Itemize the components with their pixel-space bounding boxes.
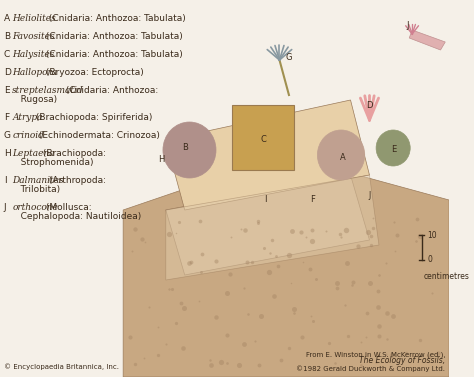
Text: A: A: [4, 14, 10, 23]
Text: C: C: [260, 135, 266, 144]
Text: (Cnidaria: Anthozoa:: (Cnidaria: Anthozoa:: [64, 86, 159, 95]
Text: H: H: [158, 155, 164, 164]
Text: E: E: [4, 86, 9, 95]
Circle shape: [318, 130, 365, 180]
Text: Heliolites: Heliolites: [12, 14, 56, 23]
Text: (Brachiopoda: Spiriferida): (Brachiopoda: Spiriferida): [33, 113, 152, 122]
Text: (Mollusca:: (Mollusca:: [43, 203, 91, 212]
Text: Dalmanites: Dalmanites: [12, 176, 64, 185]
Text: (Arthropoda:: (Arthropoda:: [46, 176, 107, 185]
Text: The Ecology of Fossils,: The Ecology of Fossils,: [359, 356, 445, 365]
Text: orthocone: orthocone: [12, 203, 58, 212]
Text: streptelasmatid: streptelasmatid: [12, 86, 84, 95]
Text: centimetres: centimetres: [423, 272, 469, 281]
Text: Hallopora: Hallopora: [12, 68, 57, 77]
Text: J: J: [4, 203, 7, 212]
Text: J: J: [406, 20, 409, 29]
Text: 0: 0: [427, 256, 432, 265]
Text: (Brachiopoda:: (Brachiopoda:: [40, 149, 106, 158]
Text: (Bryozoa: Ectoprocta): (Bryozoa: Ectoprocta): [43, 68, 144, 77]
Polygon shape: [166, 175, 379, 280]
Polygon shape: [166, 175, 369, 275]
Text: H: H: [4, 149, 10, 158]
Text: E: E: [392, 146, 397, 155]
Text: Leptaena: Leptaena: [12, 149, 55, 158]
Text: B: B: [182, 144, 188, 153]
Text: A: A: [340, 153, 346, 162]
Text: crinoid: crinoid: [12, 131, 44, 140]
Text: Rugosa): Rugosa): [12, 95, 57, 104]
Text: G: G: [4, 131, 11, 140]
FancyBboxPatch shape: [232, 105, 294, 170]
Text: ©1982 Gerald Duckworth & Company Ltd.: ©1982 Gerald Duckworth & Company Ltd.: [296, 365, 445, 372]
Text: J: J: [368, 190, 371, 199]
Text: Favosites: Favosites: [12, 32, 55, 41]
Text: Cephalopoda: Nautiloidea): Cephalopoda: Nautiloidea): [12, 212, 142, 221]
Polygon shape: [123, 155, 449, 377]
Text: C: C: [4, 50, 10, 59]
Text: (Cnidaria: Anthozoa: Tabulata): (Cnidaria: Anthozoa: Tabulata): [46, 14, 186, 23]
Text: F: F: [310, 196, 315, 204]
Text: Trilobita): Trilobita): [12, 185, 61, 194]
Text: Strophomenida): Strophomenida): [12, 158, 94, 167]
Text: I: I: [264, 196, 266, 204]
Text: © Encyclopaedia Britannica, Inc.: © Encyclopaedia Britannica, Inc.: [4, 363, 119, 370]
Circle shape: [163, 122, 216, 178]
Text: From E. Winston in W.S. McKerrow (ed.),: From E. Winston in W.S. McKerrow (ed.),: [306, 351, 445, 358]
Text: B: B: [4, 32, 10, 41]
Text: F: F: [4, 113, 9, 122]
Text: (Cnidaria: Anthozoa: Tabulata): (Cnidaria: Anthozoa: Tabulata): [43, 50, 183, 59]
Circle shape: [376, 130, 410, 166]
Text: D: D: [4, 68, 10, 77]
Polygon shape: [409, 30, 445, 50]
Text: G: G: [286, 54, 292, 63]
Text: 10: 10: [427, 230, 437, 239]
Text: D: D: [366, 101, 373, 109]
Text: Halysites: Halysites: [12, 50, 55, 59]
Polygon shape: [166, 100, 369, 210]
Text: (Cnidaria: Anthozoa: Tabulata): (Cnidaria: Anthozoa: Tabulata): [43, 32, 183, 41]
Text: (Echinodermata: Crinozoa): (Echinodermata: Crinozoa): [36, 131, 160, 140]
Text: Atrypa: Atrypa: [12, 113, 43, 122]
Text: I: I: [4, 176, 7, 185]
